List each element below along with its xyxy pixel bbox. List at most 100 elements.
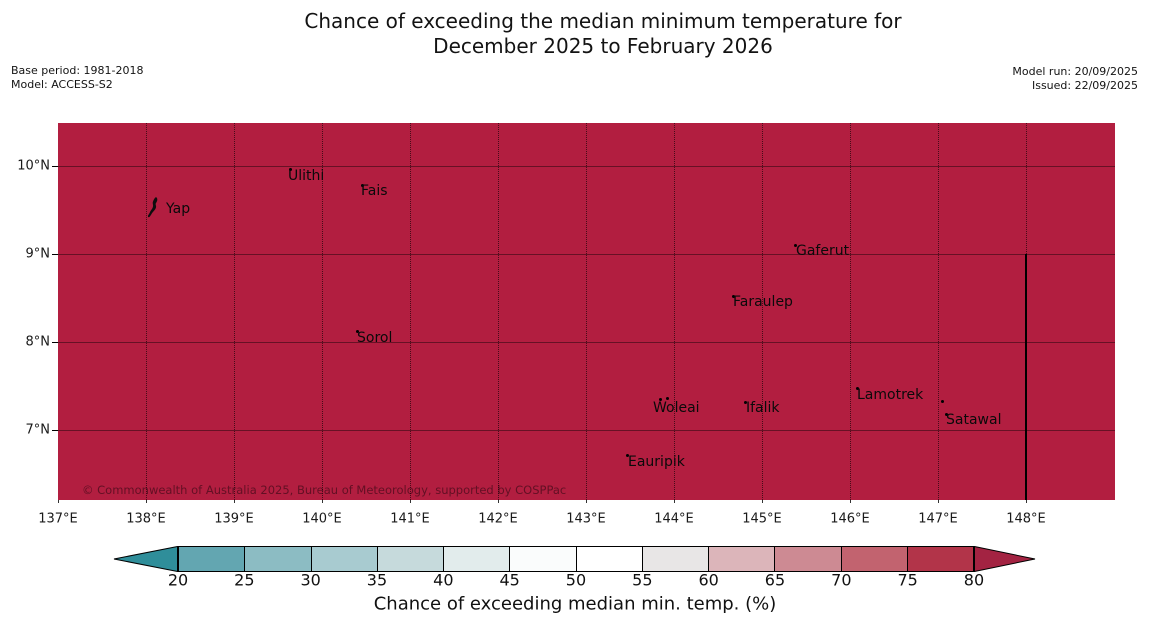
place-label: Sorol (357, 330, 393, 346)
colorbar-tick-label: 25 (234, 570, 255, 590)
x-tick-label: 144°E (654, 511, 694, 527)
vertical-gridline (322, 123, 323, 500)
axis-tick-mark (52, 342, 58, 343)
axis-tick-mark (1026, 500, 1027, 503)
vertical-gridline (674, 123, 675, 500)
colorbar-tick-label: 55 (632, 570, 653, 590)
colorbar-segment (575, 547, 642, 571)
colorbar (113, 545, 1036, 573)
axis-tick-mark (410, 500, 411, 503)
x-tick-label: 141°E (390, 511, 430, 527)
place-marker-dot (794, 244, 797, 247)
axis-tick-mark (498, 500, 499, 503)
colorbar-segment (641, 547, 708, 571)
place-marker-dot (945, 413, 948, 416)
colorbar-tick-label: 35 (366, 570, 388, 590)
colorbar-segment (443, 547, 510, 571)
axis-tick-mark (52, 254, 58, 255)
title-line2: December 2025 to February 2026 (433, 34, 773, 58)
vertical-gridline (938, 123, 939, 500)
axis-tick-mark (58, 500, 59, 503)
axis-tick-mark (322, 500, 323, 503)
y-tick-label: 10°N (17, 158, 50, 174)
meridian-boundary-line (1025, 254, 1027, 500)
vertical-gridline (146, 123, 147, 500)
x-tick-label: 138°E (126, 511, 166, 527)
horizontal-gridline (58, 166, 1115, 167)
x-tick-label: 147°E (918, 511, 958, 527)
colorbar-segment (774, 547, 841, 571)
place-marker-dot (856, 387, 859, 390)
place-marker-dot (289, 168, 292, 171)
place-marker-dot (356, 330, 359, 333)
colorbar-tick-label: 45 (499, 570, 520, 590)
place-label: Fais (361, 183, 388, 199)
issued-text: Issued: 22/09/2025 (1031, 79, 1138, 92)
place-marker-dot (666, 397, 669, 400)
colorbar-scale (178, 546, 974, 572)
axis-tick-mark (52, 430, 58, 431)
y-tick-label: 9°N (25, 246, 51, 262)
axis-tick-mark (234, 500, 235, 503)
colorbar-tick-label: 60 (698, 570, 719, 590)
x-tick-label: 143°E (566, 511, 606, 527)
place-label: Ifalik (746, 400, 780, 416)
colorbar-tick-label: 70 (831, 570, 852, 590)
colorbar-tick-label: 20 (167, 570, 189, 590)
place-marker-dot (941, 400, 944, 403)
colorbar-tick-label: 65 (764, 570, 786, 590)
colorbar-segment (906, 547, 973, 571)
colorbar-tick-label: 40 (433, 570, 454, 590)
place-marker-dot (732, 295, 735, 298)
colorbar-tick-label: 75 (897, 570, 918, 590)
colorbar-tick-label: 50 (565, 570, 587, 590)
colorbar-segment (509, 547, 576, 571)
axis-tick-mark (762, 500, 763, 503)
axis-tick-mark (146, 500, 147, 503)
x-tick-label: 140°E (302, 511, 342, 527)
model-text: Model: ACCESS-S2 (11, 78, 113, 91)
colorbar-left-arrow-icon (113, 545, 178, 573)
axis-tick-mark (674, 500, 675, 503)
base-period-text: Base period: 1981-2018 (11, 64, 144, 77)
x-tick-label: 139°E (214, 511, 254, 527)
x-tick-label: 148°E (1006, 511, 1046, 527)
meta-left: Base period: 1981-2018 Model: ACCESS-S2 (11, 64, 143, 92)
vertical-gridline (410, 123, 411, 500)
vertical-gridline (850, 123, 851, 500)
y-tick-label: 7°N (25, 422, 51, 438)
place-label: Woleai (653, 400, 700, 416)
x-tick-label: 142°E (478, 511, 518, 527)
place-label: Faraulep (733, 294, 793, 310)
horizontal-gridline (58, 254, 1115, 255)
colorbar-segment (179, 547, 245, 571)
place-label: Lamotrek (857, 387, 924, 403)
yap-island-icon (147, 196, 161, 220)
axis-tick-mark (850, 500, 851, 503)
axis-tick-mark (52, 166, 58, 167)
vertical-gridline (586, 123, 587, 500)
colorbar-segment (244, 547, 311, 571)
colorbar-tick-label: 30 (300, 570, 321, 590)
x-tick-label: 145°E (742, 511, 782, 527)
place-label: Gaferut (796, 243, 850, 259)
place-label: Eauripik (628, 454, 685, 470)
y-tick-label: 8°N (25, 334, 51, 350)
colorbar-right-arrow-icon (974, 545, 1036, 573)
title-line1: Chance of exceeding the median minimum t… (304, 9, 902, 33)
colorbar-label: Chance of exceeding median min. temp. (%… (373, 593, 777, 615)
vertical-gridline (498, 123, 499, 500)
copyright-text: © Commonwealth of Australia 2025, Bureau… (82, 483, 567, 497)
axis-tick-mark (586, 500, 587, 503)
colorbar-segment (310, 547, 377, 571)
place-marker-dot (659, 398, 662, 401)
place-marker-dot (626, 454, 629, 457)
vertical-gridline (234, 123, 235, 500)
map-area: © Commonwealth of Australia 2025, Bureau… (58, 123, 1115, 500)
x-tick-label: 146°E (830, 511, 870, 527)
place-label: Satawal (946, 412, 1002, 428)
x-tick-label: 137°E (38, 511, 78, 527)
place-marker-dot (361, 184, 364, 187)
colorbar-segment (840, 547, 907, 571)
